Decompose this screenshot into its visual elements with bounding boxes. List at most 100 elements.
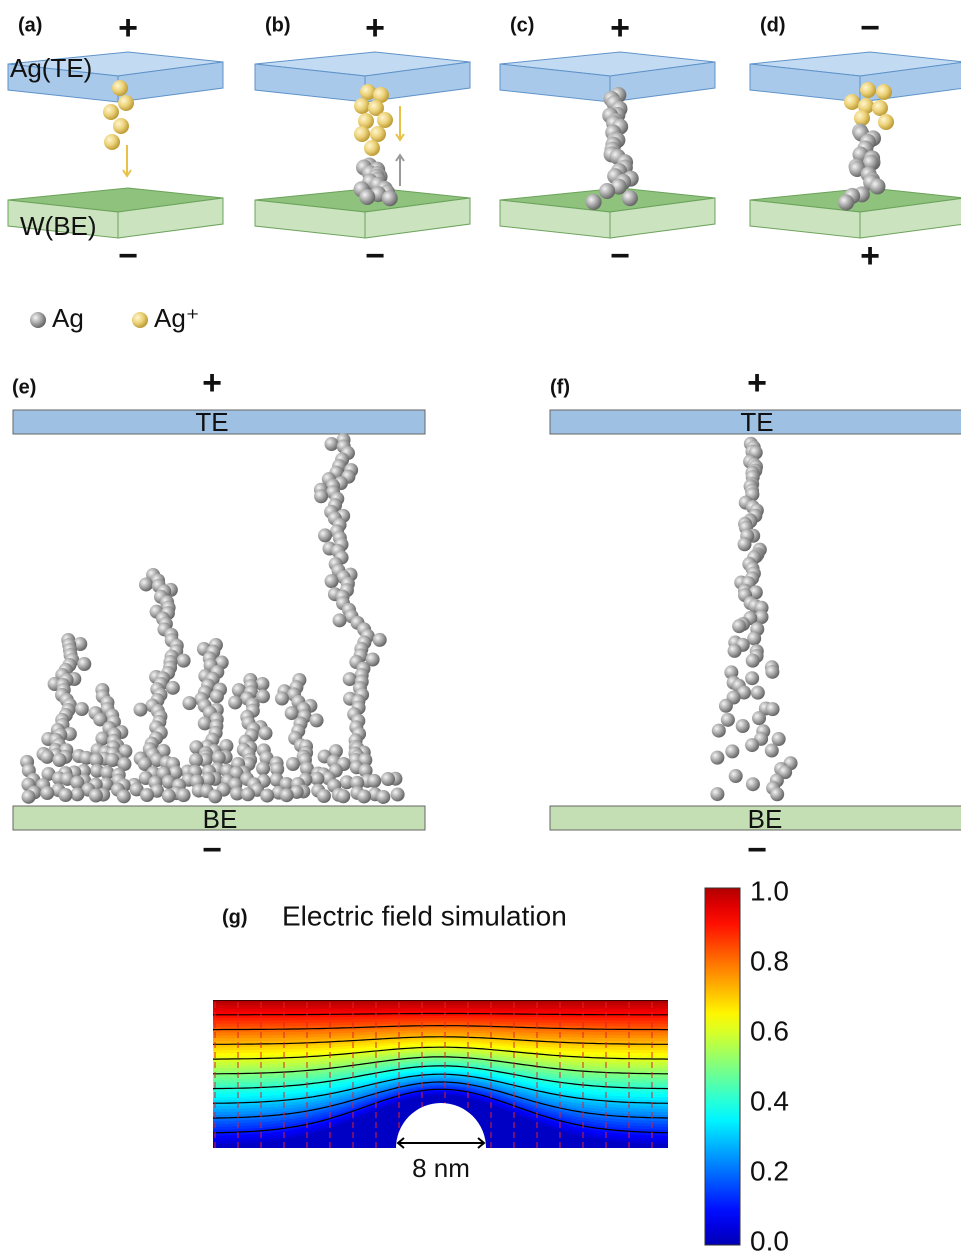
- ag-atom: [255, 689, 270, 704]
- ag-atom: [390, 787, 405, 802]
- ag-atom: [140, 788, 155, 803]
- ag-atom: [381, 772, 396, 787]
- ag-atom: [599, 183, 616, 200]
- polarity-sign: +: [747, 364, 767, 402]
- ag-ion: [354, 126, 370, 142]
- ag-atom: [770, 787, 785, 802]
- ag-atom: [197, 716, 212, 731]
- ag-ion: [876, 84, 892, 100]
- ag-atom: [284, 706, 299, 721]
- ag-atom: [745, 777, 760, 792]
- ag-atom: [240, 787, 255, 802]
- ag-atom: [342, 672, 357, 687]
- top-electrode: [549, 409, 961, 435]
- ag-atom: [332, 613, 347, 628]
- ag-atom: [372, 632, 387, 647]
- ag-atom: [176, 788, 191, 803]
- ag-atom: [339, 775, 354, 790]
- bottom-electrode: [859, 198, 961, 239]
- ag-atom: [70, 775, 85, 790]
- ag-atom: [764, 743, 779, 758]
- polarity-sign: −: [747, 831, 767, 869]
- ag-atom: [117, 757, 132, 771]
- ag-atom: [129, 782, 144, 797]
- panel-label: (a): [18, 14, 42, 36]
- ag-atom: [209, 689, 224, 704]
- legend-label: Ag⁺: [154, 303, 200, 333]
- electrode-label: TE: [740, 407, 773, 437]
- colorbar-label: 0.8: [750, 945, 789, 976]
- ag-atom: [728, 769, 743, 784]
- ag-atom: [376, 789, 391, 804]
- ag-atom: [41, 766, 56, 781]
- ag-atom: [211, 750, 226, 765]
- ag-atom: [182, 696, 197, 711]
- colorbar-label: 0.2: [750, 1155, 789, 1186]
- bottom-electrode: [117, 197, 224, 239]
- ag-atom: [316, 788, 331, 803]
- ag-atom: [279, 788, 294, 803]
- ag-atom: [754, 610, 769, 625]
- polarity-sign: +: [118, 9, 138, 47]
- ag-atom: [747, 631, 762, 646]
- ag-ion: [844, 94, 860, 110]
- ag-ion: [373, 87, 389, 103]
- ag-ion: [377, 112, 393, 128]
- ag-ion: [370, 126, 386, 142]
- bottom-electrode: [12, 805, 426, 831]
- ag-atom: [95, 731, 110, 746]
- contour: [213, 1056, 668, 1075]
- ag-atom: [70, 787, 85, 802]
- ag-atom: [88, 788, 103, 803]
- ag-atom: [40, 786, 55, 801]
- ag-atom: [100, 765, 115, 780]
- ag-atom: [367, 773, 382, 788]
- ag-atom: [725, 744, 740, 759]
- ag-ion: [113, 118, 129, 134]
- ag-atom: [30, 312, 46, 328]
- bottom-electrode: [549, 805, 961, 831]
- electrode-label: Ag(TE): [10, 53, 92, 83]
- ag-atom: [260, 788, 275, 803]
- ag-atom: [52, 753, 67, 767]
- ag-ion: [354, 98, 370, 114]
- ag-atom: [116, 789, 131, 804]
- ag-atom: [365, 652, 380, 667]
- polarity-sign: +: [365, 9, 385, 47]
- hole: [396, 1103, 486, 1148]
- arrow-head: [395, 133, 405, 142]
- colorbar-label: 1.0: [750, 875, 789, 906]
- panel-label: (e): [12, 376, 36, 398]
- ag-atom: [737, 537, 752, 552]
- ag-atom: [381, 190, 398, 207]
- ag-atom: [89, 763, 104, 778]
- ag-atom: [720, 712, 735, 727]
- ag-atom: [219, 739, 234, 754]
- ag-atom: [77, 657, 92, 671]
- ag-atom: [201, 772, 216, 787]
- ag-atom: [188, 753, 203, 768]
- electrode-label: BE: [748, 804, 783, 834]
- panel-label: (d): [760, 14, 786, 36]
- ag-atom: [324, 574, 339, 589]
- ag-atom: [718, 698, 733, 713]
- ag-atom: [40, 749, 55, 764]
- contour: [213, 1046, 668, 1060]
- ag-atom: [93, 712, 108, 727]
- ag-atom: [274, 691, 289, 706]
- ag-ion: [103, 104, 119, 120]
- arrow-head: [395, 153, 405, 162]
- ag-ion: [860, 82, 876, 98]
- ag-ion: [132, 312, 148, 328]
- contour: [213, 1073, 668, 1104]
- ag-atom: [838, 194, 855, 211]
- polarity-sign: −: [860, 9, 880, 47]
- polarity-sign: +: [610, 9, 630, 47]
- ag-atom: [771, 732, 786, 747]
- ag-atom: [314, 489, 329, 504]
- ag-atom: [727, 643, 742, 658]
- ag-atom: [176, 653, 191, 668]
- contour: [213, 1025, 668, 1031]
- ag-atom: [745, 738, 760, 753]
- ag-atom: [710, 787, 725, 802]
